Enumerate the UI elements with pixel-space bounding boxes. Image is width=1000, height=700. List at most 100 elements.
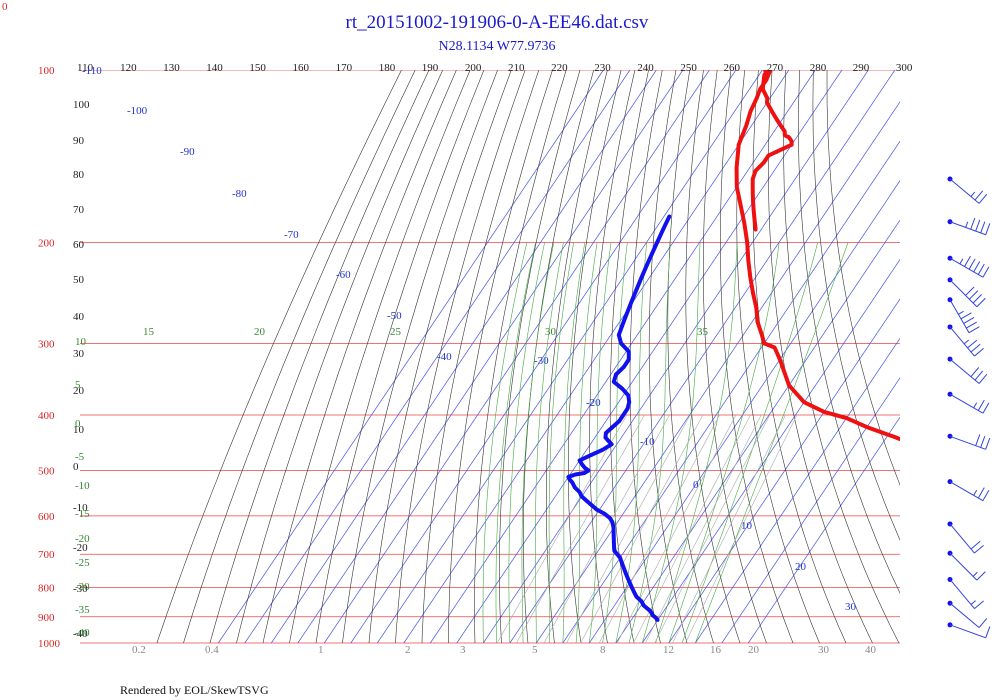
dry-adiabat-line xyxy=(236,70,443,644)
temperature-point xyxy=(745,240,749,245)
dewpoint-point xyxy=(651,613,655,618)
temperature-point xyxy=(761,87,765,91)
moist-adiabat-line xyxy=(655,242,738,644)
wind-barb xyxy=(947,433,991,450)
wind-barb-flag xyxy=(975,434,981,446)
moist-adiabat-line xyxy=(495,242,536,644)
wind-barb-flag xyxy=(970,540,981,550)
dewpoint-point xyxy=(566,475,571,479)
dewpoint-point xyxy=(580,462,584,467)
temperature-point xyxy=(751,207,756,212)
temperature-point xyxy=(736,151,740,156)
dry-adiabat-line xyxy=(183,70,416,644)
dewpoint-point xyxy=(625,576,630,580)
temperature-point xyxy=(940,456,944,460)
wind-barb-flag xyxy=(977,399,985,411)
moist-adiabat-line xyxy=(668,242,780,644)
temperature-point xyxy=(865,425,869,429)
pressure-tick-label: 200 xyxy=(38,237,55,249)
moist-adiabat-line xyxy=(602,242,628,644)
isotherm-line xyxy=(695,337,900,644)
wind-barb-flag xyxy=(977,487,985,499)
wind-barb-flag xyxy=(985,437,991,450)
dewpoint-point xyxy=(610,425,615,429)
isotherm-line xyxy=(430,70,816,644)
isotherm-line xyxy=(350,70,737,644)
dewpoint-point xyxy=(620,387,625,391)
isotherm-tick-label: -90 xyxy=(180,146,195,158)
temperature-point xyxy=(761,82,765,87)
dewpoint-point xyxy=(620,324,624,329)
dewpoint-point xyxy=(630,585,634,590)
pressure-tick-label: 500 xyxy=(38,466,55,478)
dewpoint-point xyxy=(641,603,646,608)
isotherm-line xyxy=(562,140,900,644)
dewpoint-point xyxy=(602,512,607,516)
temperature-point xyxy=(754,306,759,310)
temperature-point xyxy=(762,78,766,82)
dewpoint-point xyxy=(623,571,628,575)
dry-adiabat-line xyxy=(289,70,471,644)
wind-barb xyxy=(947,550,986,581)
wind-barb-flag xyxy=(972,571,978,577)
top-theta-tick-label: 120 xyxy=(120,62,137,74)
mixing-ratio-tick-label: 3 xyxy=(460,644,466,656)
wind-barb-staff xyxy=(949,602,980,628)
dry-adiabat-line xyxy=(523,70,594,644)
temperature-point xyxy=(789,139,794,143)
dewpoint-point xyxy=(644,264,649,269)
wind-barb-staff xyxy=(949,358,980,384)
mixing-ratio-line xyxy=(598,414,720,644)
pressure-tick-label: 300 xyxy=(38,338,55,350)
temperature-point xyxy=(762,73,767,77)
dry-adiabat-line xyxy=(499,70,581,644)
dry-adiabat-line xyxy=(826,70,900,486)
dewpoint-point xyxy=(625,406,630,411)
isotherm-tick-label: -10 xyxy=(640,436,655,448)
wind-barb-staff xyxy=(949,579,975,609)
wind-barb-flag xyxy=(972,294,982,304)
dewpoint-point xyxy=(612,548,617,553)
temperature-point xyxy=(748,109,753,113)
wind-barb-flag xyxy=(977,263,985,275)
dewpoint-point xyxy=(600,448,605,452)
dewpoint-point xyxy=(612,380,616,384)
dewpoint-point xyxy=(590,503,594,508)
temperature-point xyxy=(753,169,758,173)
dewpoint-point xyxy=(583,466,587,470)
wind-barb-flag xyxy=(970,217,976,230)
mixing-ratio-tick-label: 8 xyxy=(600,644,606,656)
left-theta-tick-label: 70 xyxy=(73,204,85,216)
temperature-point xyxy=(738,203,743,207)
isotherm-tick-label: -80 xyxy=(232,188,247,200)
dewpoint-point xyxy=(626,393,631,398)
temperature-point xyxy=(735,185,739,189)
wind-barb-flag xyxy=(980,221,986,234)
dewpoint-point xyxy=(661,227,665,232)
mixing-ratio-line xyxy=(543,414,670,644)
isotherm-tick-label: -30 xyxy=(534,355,549,367)
wind-barb-flag xyxy=(968,326,980,334)
mixing-ratio-line xyxy=(672,414,786,644)
moist-adiabat-tick-label: -20 xyxy=(75,533,90,545)
temperature-point xyxy=(753,221,757,225)
top-theta-tick-label: 260 xyxy=(724,62,741,74)
temperature-point xyxy=(753,227,758,232)
wind-barb-staff xyxy=(949,178,980,204)
mixing-ratio-line xyxy=(654,414,770,644)
wind-barb xyxy=(947,600,988,628)
mixing-ratio-tick-label: 5 xyxy=(532,644,538,656)
moist-adiabat-line xyxy=(695,242,849,644)
dewpoint-point xyxy=(611,534,616,538)
mixing-ratio-line xyxy=(580,414,704,644)
temperature-point xyxy=(758,87,762,91)
dewpoint-point xyxy=(620,561,624,565)
left-theta-tick-label: 80 xyxy=(73,169,85,181)
wind-barb-flag xyxy=(960,312,972,320)
wind-barb-staff xyxy=(949,552,978,581)
moist-adiabat-tick-label: 5 xyxy=(75,379,81,391)
dewpoint-point xyxy=(614,372,618,377)
isotherm-line xyxy=(244,70,631,644)
temperature-point xyxy=(892,435,897,439)
